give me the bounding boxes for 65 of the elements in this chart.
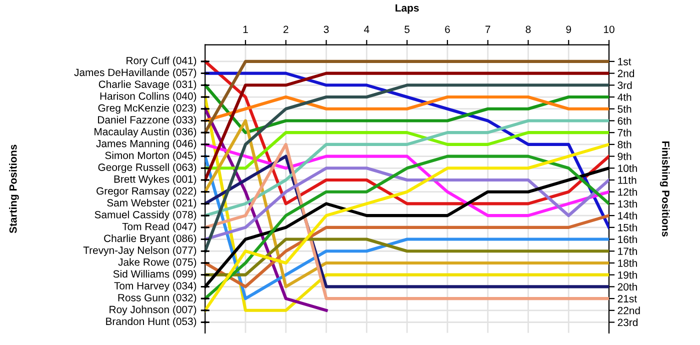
text: Simon Morton (045) xyxy=(105,151,196,162)
text: James Manning (046) xyxy=(96,140,196,150)
y-tick-label: 19th xyxy=(618,271,637,279)
text: George Russell (063) xyxy=(98,163,196,173)
x-axis-title: Laps xyxy=(396,4,419,14)
y-tick-label: 11th xyxy=(618,176,636,184)
y-tick-label: 15th xyxy=(618,224,637,232)
text: Brandon Hunt (053) xyxy=(106,317,196,328)
y-tick-label: 4th xyxy=(618,93,632,101)
x-tick-label: 1 xyxy=(243,26,248,33)
text: Ross Gunn (032) xyxy=(118,294,196,304)
y-tick-label: 16th xyxy=(618,235,637,244)
line-series xyxy=(205,214,609,288)
x-tick-label: 7 xyxy=(485,26,490,33)
y-tick-label: 5th xyxy=(618,105,632,113)
text: Sid Williams (099) xyxy=(113,270,196,280)
y-tick-label: 22nd xyxy=(618,306,640,314)
text: Starting Positions xyxy=(9,144,19,234)
text: Tom Read (047) xyxy=(122,222,196,232)
x-tick-label: 2 xyxy=(284,26,288,33)
text: Daniel Fazzone (033) xyxy=(98,116,196,126)
x-tick-label: 5 xyxy=(404,26,410,34)
text: Charlie Savage (031) xyxy=(98,80,196,90)
text: Brett Wykes (001) xyxy=(114,175,196,185)
line-series xyxy=(205,84,609,134)
y-tick-label: 14th xyxy=(618,212,637,220)
y-tick-label: 8th xyxy=(618,140,632,148)
x-tick-label: 6 xyxy=(445,26,450,34)
text: Trevyn-Jay Nelson (077) xyxy=(83,246,196,256)
y-tick-label: 2nd xyxy=(618,70,634,78)
y-tick-label: 1st xyxy=(618,58,632,66)
text: Roy Johnson (007) xyxy=(110,306,196,316)
line-series xyxy=(205,119,609,288)
y-tick-label: 17th xyxy=(618,247,637,255)
text: Greg McKenzie (023) xyxy=(98,104,196,114)
y-tick-label: 3rd xyxy=(618,81,632,90)
text: Samuel Cassidy (078) xyxy=(94,210,196,220)
text: Charlie Bryant (086) xyxy=(104,234,196,244)
y-tick-label: 7th xyxy=(618,128,632,136)
y-tick-label: 21st xyxy=(618,295,637,302)
text: Gregor Ramsay (022) xyxy=(96,186,196,197)
y-tick-label: 6th xyxy=(618,116,632,125)
line-series xyxy=(205,166,609,241)
y-tick-label: 18th xyxy=(618,259,637,267)
text: Jake Rowe (075) xyxy=(118,258,196,268)
text: James DeHavillande (057) xyxy=(74,68,196,78)
y-tick-label: 9th xyxy=(618,152,632,160)
x-tick-label: 9 xyxy=(566,26,572,34)
y-axis-title: Finishing Positions xyxy=(660,142,670,236)
text: Harison Collins (040) xyxy=(100,92,196,102)
text: Macaulay Austin (036) xyxy=(94,128,196,138)
y-tick-label: 20th xyxy=(618,282,637,291)
line-series xyxy=(205,84,609,253)
x-tick-label: 4 xyxy=(364,26,370,33)
y-tick-label: 12th xyxy=(618,188,637,196)
y-tick-label: 13th xyxy=(618,200,637,208)
y-tick-label: 10th xyxy=(618,164,637,172)
text: Tom Harvey (034) xyxy=(114,282,196,292)
line-series xyxy=(205,119,609,218)
x-tick-label: 10 xyxy=(604,26,614,34)
text: Rory Cuff (041) xyxy=(126,56,196,66)
x-tick-label: 3 xyxy=(324,26,329,34)
x-tick-label: 8 xyxy=(526,26,531,34)
y-tick-label: 23rd xyxy=(618,318,638,326)
text: Sam Webster (021) xyxy=(107,198,196,209)
